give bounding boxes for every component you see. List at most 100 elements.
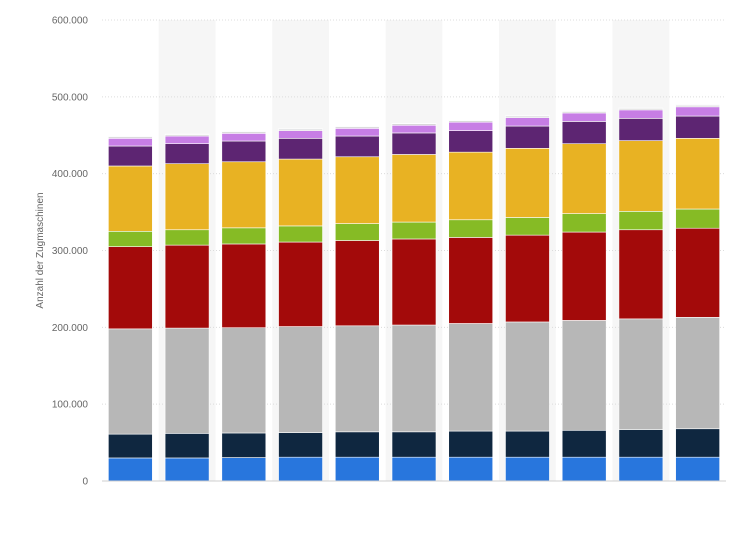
bar-stack — [278, 128, 323, 482]
bar-segment — [164, 457, 210, 482]
y-tick-label: 100.000 — [52, 400, 89, 411]
bar-segment — [675, 208, 720, 229]
bar-segment — [221, 327, 267, 434]
bar-stacks — [108, 104, 720, 482]
bar-segment — [448, 430, 494, 458]
y-tick-label: 500.000 — [52, 92, 89, 103]
bar-segment — [221, 432, 267, 458]
bar-segment — [221, 457, 267, 482]
bar-segment — [561, 143, 607, 214]
bar-segment — [334, 223, 380, 241]
bar-stack — [391, 123, 437, 482]
bar-segment — [221, 133, 267, 142]
bar-segment — [675, 115, 720, 139]
bar-segment — [278, 130, 323, 139]
bar-segment — [278, 138, 323, 160]
bar-stack — [108, 136, 153, 482]
bar-segment — [675, 106, 720, 117]
bar-segment — [108, 433, 153, 459]
bar-segment — [391, 221, 437, 240]
bar-segment — [164, 163, 210, 231]
bar-segment — [164, 135, 210, 145]
bar-segment — [164, 244, 210, 329]
y-tick-label: 600.000 — [52, 16, 89, 27]
bar-stack — [618, 107, 664, 482]
bar-segment — [505, 125, 550, 149]
bar-segment — [334, 456, 380, 482]
bar-segment — [221, 243, 267, 329]
bar-segment — [108, 138, 153, 147]
y-tick-label: 0 — [82, 477, 88, 488]
bar-segment — [278, 225, 323, 243]
bar-segment — [108, 246, 153, 330]
bar-segment — [505, 456, 550, 482]
bar-segment — [675, 456, 720, 482]
bar-stack — [334, 126, 380, 482]
bar-segment — [278, 158, 323, 227]
bar-segment — [334, 240, 380, 327]
bar-segment — [334, 325, 380, 433]
bar-segment — [391, 124, 437, 134]
bar-stack — [505, 115, 550, 482]
bar-segment — [561, 456, 607, 482]
bar-segment — [505, 117, 550, 127]
bar-stack — [561, 110, 607, 482]
bar-segment — [164, 327, 210, 434]
bar-segment — [391, 132, 437, 155]
bar-segment — [334, 135, 380, 158]
bar-segment — [448, 323, 494, 432]
bar-segment — [561, 112, 607, 122]
bar-segment — [675, 227, 720, 318]
bar-stack — [675, 104, 720, 482]
bar-segment — [334, 128, 380, 137]
y-tick-label: 200.000 — [52, 323, 89, 334]
bar-segment — [618, 118, 664, 141]
bar-segment — [108, 328, 153, 435]
bar-segment — [618, 109, 664, 119]
bar-segment — [108, 457, 153, 482]
bar-segment — [561, 121, 607, 145]
bar-segment — [448, 130, 494, 153]
bar-segment — [561, 429, 607, 458]
bar-segment — [108, 165, 153, 232]
bar-segment — [391, 238, 437, 326]
bar-segment — [618, 318, 664, 430]
bar-segment — [448, 151, 494, 221]
y-tick-label: 300.000 — [52, 246, 89, 257]
bar-segment — [505, 217, 550, 236]
bar-segment — [278, 456, 323, 482]
bar-segment — [448, 237, 494, 324]
bar-segment — [561, 231, 607, 321]
bar-segment — [164, 433, 210, 459]
bar-segment — [505, 321, 550, 432]
bar-segment — [448, 219, 494, 238]
bar-segment — [278, 326, 323, 433]
bar-segment — [618, 429, 664, 458]
bar-segment — [278, 241, 323, 327]
bar-segment — [164, 143, 210, 164]
bar-segment — [675, 317, 720, 430]
bar-stack — [164, 133, 210, 482]
bar-segment — [108, 230, 153, 247]
y-tick-label: 400.000 — [52, 169, 89, 180]
bar-stack — [221, 131, 267, 482]
bar-segment — [164, 229, 210, 246]
bar-segment — [391, 324, 437, 433]
bar-segment — [675, 138, 720, 210]
bar-segment — [334, 431, 380, 458]
bar-segment — [618, 229, 664, 320]
bar-segment — [221, 227, 267, 245]
bar-segment — [505, 148, 550, 218]
y-axis-ticks: 0 100.000 200.000 300.000 400.000 500.000 600.… — [52, 16, 89, 488]
bar-segment — [561, 213, 607, 233]
bar-segment — [221, 161, 267, 229]
bar-stack — [448, 119, 494, 482]
bar-segment — [278, 432, 323, 458]
bar-segment — [391, 154, 437, 223]
bar-segment — [334, 156, 380, 224]
bar-segment — [448, 121, 494, 131]
y-axis-title: Anzahl der Zugmaschinen — [35, 192, 46, 308]
bar-segment — [448, 456, 494, 482]
bar-segment — [618, 140, 664, 212]
